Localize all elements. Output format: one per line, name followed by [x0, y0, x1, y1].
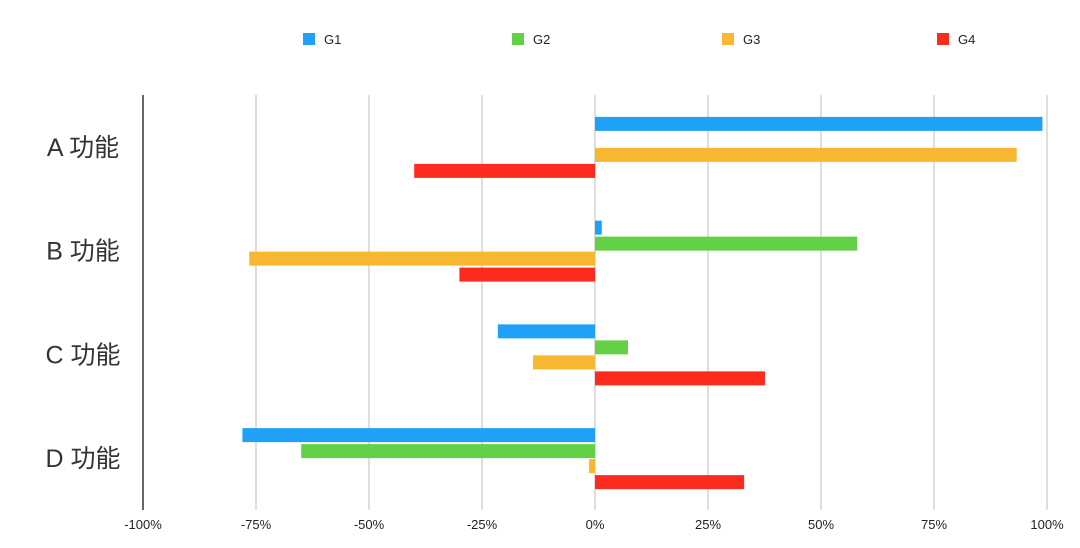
x-tick-label: 25% — [695, 517, 721, 532]
legend-swatch-g2 — [512, 33, 524, 45]
legend-swatch-g3 — [722, 33, 734, 45]
bar-g2 — [595, 340, 628, 355]
bar-g1 — [595, 220, 602, 235]
bar-g4 — [595, 475, 745, 490]
bar-g3 — [249, 251, 595, 266]
legend-swatch-g4 — [937, 33, 949, 45]
legend-swatch-g1 — [303, 33, 315, 45]
bar-g2 — [595, 236, 858, 251]
category-label: A 功能 — [47, 134, 119, 162]
bar-g3 — [589, 459, 595, 474]
category-label: B 功能 — [46, 238, 120, 266]
legend-label: G4 — [958, 32, 975, 47]
x-tick-label: -75% — [241, 517, 272, 532]
x-tick-label: -25% — [467, 517, 498, 532]
legend-label: G1 — [324, 32, 341, 47]
x-tick-label: -50% — [354, 517, 385, 532]
bar-g1 — [595, 116, 1043, 131]
x-tick-label: 100% — [1030, 517, 1064, 532]
category-label: C 功能 — [45, 341, 120, 369]
category-label: D 功能 — [45, 445, 120, 473]
bar-g3 — [595, 147, 1017, 162]
bar-g4 — [595, 371, 765, 386]
x-tick-label: 75% — [921, 517, 947, 532]
x-tick-label: 0% — [586, 517, 605, 532]
x-tick-label: -100% — [124, 517, 162, 532]
bar-g4 — [414, 163, 595, 178]
bar-g4 — [459, 267, 595, 282]
legend-label: G2 — [533, 32, 550, 47]
bar-g1 — [497, 324, 595, 339]
bar-g2 — [301, 444, 595, 459]
bar-g1 — [242, 428, 595, 443]
legend-label: G3 — [743, 32, 760, 47]
x-tick-label: 50% — [808, 517, 834, 532]
bar-g3 — [533, 355, 595, 370]
